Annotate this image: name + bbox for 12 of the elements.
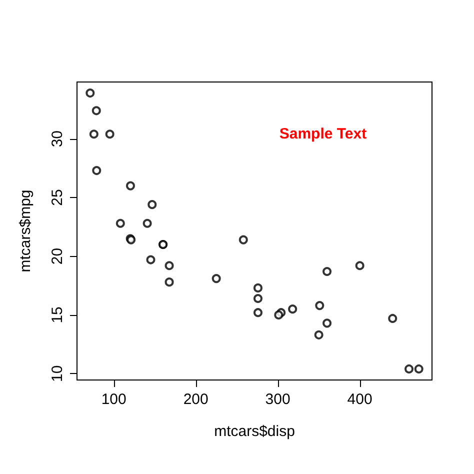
x-axis-title: mtcars$disp bbox=[214, 423, 295, 440]
y-axis-title: mtcars$mpg bbox=[17, 190, 34, 272]
y-tick-label: 25 bbox=[49, 189, 66, 206]
x-tick-label: 200 bbox=[183, 391, 208, 408]
x-tick-label: 400 bbox=[347, 391, 372, 408]
y-tick-label: 30 bbox=[49, 130, 66, 148]
x-tick-label: 100 bbox=[101, 391, 126, 408]
y-tick-label: 10 bbox=[49, 365, 66, 382]
x-tick-label: 300 bbox=[265, 391, 290, 408]
annotation: Sample Text bbox=[279, 126, 367, 143]
y-tick-label: 15 bbox=[49, 306, 66, 324]
y-tick-label: 20 bbox=[49, 248, 66, 265]
